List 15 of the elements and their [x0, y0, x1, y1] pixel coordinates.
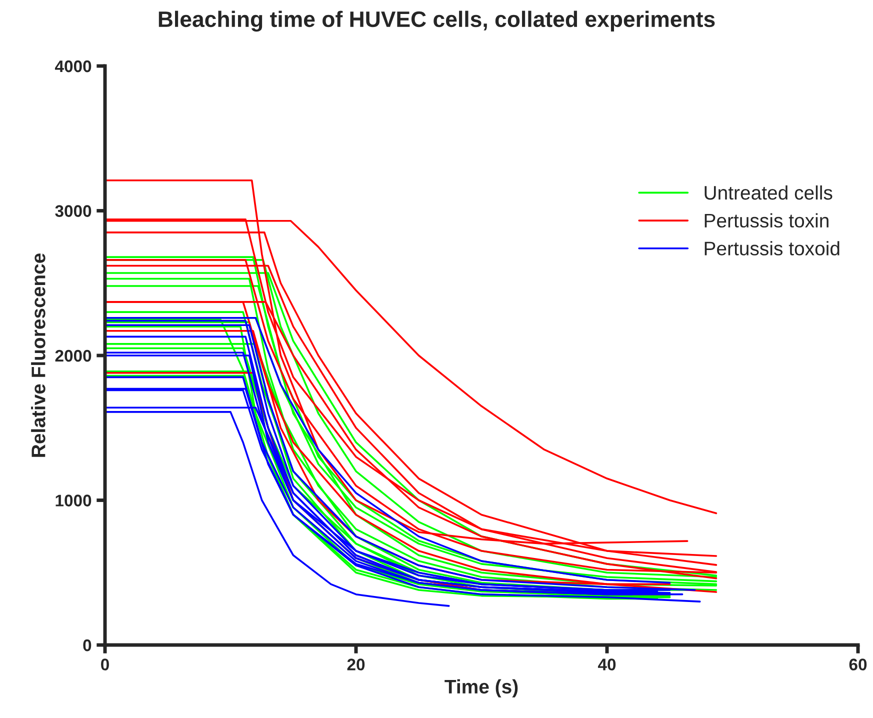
- legend-label: Pertussis toxin: [704, 213, 828, 228]
- y-axis-title: Relative Fluorescence: [31, 253, 46, 457]
- chart-title: Bleaching time of HUVEC cells, collated experiments: [158, 10, 715, 32]
- y-tick-label: 1000: [56, 494, 92, 506]
- legend-label: Untreated cells: [704, 185, 832, 200]
- legend-label: Pertussis toxoid: [704, 241, 840, 256]
- y-tick-label: 2000: [55, 350, 92, 362]
- y-tick-label: 4000: [54, 60, 92, 72]
- x-tick-label: 40: [598, 658, 616, 670]
- y-tick-label: 3000: [55, 205, 92, 217]
- x-tick-label: 0: [101, 658, 109, 670]
- x-axis-title: Time (s): [444, 679, 518, 698]
- x-tick-label: 60: [849, 658, 867, 670]
- y-tick-label: 0: [83, 639, 92, 652]
- x-tick-label: 20: [347, 658, 365, 670]
